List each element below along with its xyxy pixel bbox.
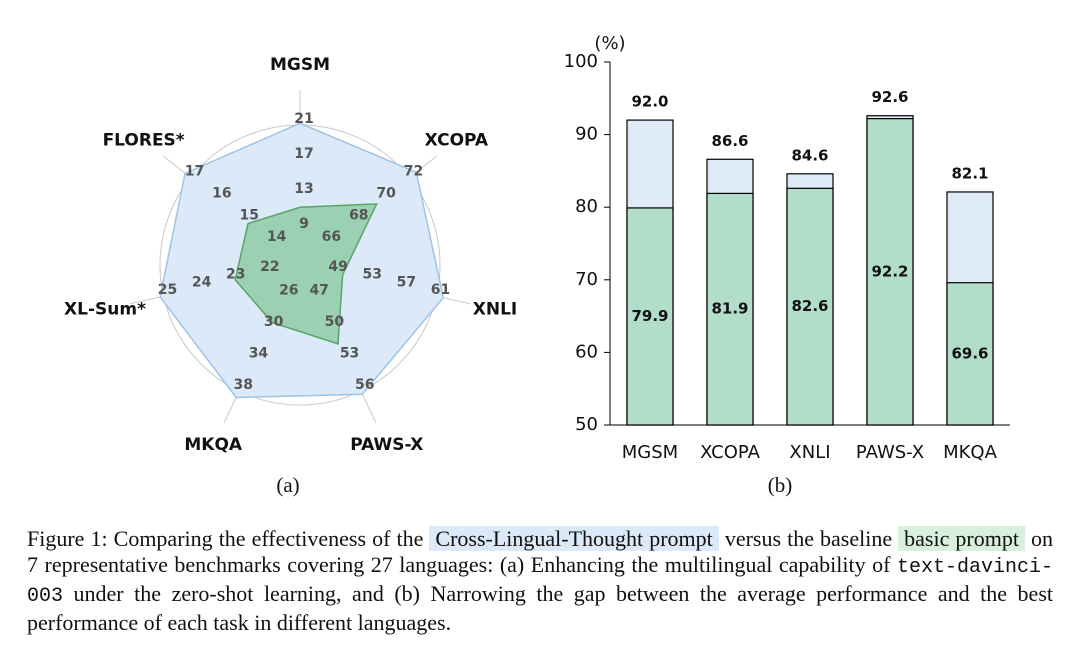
x-tick-label: PAWS-X <box>856 442 924 463</box>
radar-tick-label: 53 <box>340 346 359 362</box>
x-tick-label: MGSM <box>622 442 678 463</box>
axis-label: XCOPA <box>425 130 489 150</box>
radar-tick-label: 24 <box>192 274 212 290</box>
radar-tick-label: 38 <box>234 377 253 393</box>
caption-highlight: basic prompt <box>898 526 1025 551</box>
radar-tick-label: 16 <box>212 186 231 202</box>
value-label: 81.9 <box>711 300 748 318</box>
caption-text: Figure 1: Comparing the effectiveness of… <box>27 526 430 551</box>
y-tick-label: 60 <box>575 341 598 362</box>
bar <box>706 192 754 426</box>
value-label: 92.6 <box>871 88 908 106</box>
panel-label: (a) <box>276 473 299 497</box>
y-tick-label: 100 <box>564 51 598 72</box>
radar-tick-label: 53 <box>363 267 382 283</box>
radar-tick-label: 56 <box>355 377 374 393</box>
radar-tick-label: 25 <box>158 282 177 298</box>
axis-label: FLORES* <box>103 130 185 150</box>
radar-tick-label: 21 <box>294 111 313 127</box>
radar-tick-label: 17 <box>185 164 204 180</box>
y-tick-label: 80 <box>575 196 598 217</box>
caption-code: text-davinci-003 <box>27 556 1053 608</box>
y-tick-label: 50 <box>575 414 598 435</box>
radar-tick-label: 47 <box>309 283 328 299</box>
value-label: 84.6 <box>791 146 828 164</box>
radar-tick-label: 34 <box>249 346 269 362</box>
radar-tick-label: 66 <box>322 229 341 245</box>
radar-tick-label: 14 <box>267 229 287 245</box>
caption-text: under the zero-shot learning, and (b) Na… <box>27 581 1053 635</box>
caption-highlight: Cross-Lingual-Thought prompt <box>429 526 719 551</box>
axis-label: XNLI <box>473 300 518 320</box>
value-label: 82.1 <box>951 164 988 182</box>
radar-tick-label: 61 <box>431 282 450 298</box>
axis-label: PAWS-X <box>350 435 423 455</box>
radar-tick-label: 26 <box>279 283 298 299</box>
bar <box>626 207 674 426</box>
radar-tick-label: 23 <box>226 267 245 283</box>
figure: (a) (b) (%) 9 13 17 21 66 68 70 72 49 53 57 61 47 50 5… <box>64 33 1010 497</box>
bar <box>866 118 914 426</box>
value-label: 86.6 <box>711 132 748 150</box>
radar-tick-label: 50 <box>325 314 345 330</box>
x-tick-label: XCOPA <box>700 442 760 463</box>
radar-tick-label: 72 <box>404 164 423 180</box>
panel-label: (b) <box>768 473 793 497</box>
axis-label: MGSM <box>270 55 330 75</box>
bar <box>786 187 834 426</box>
x-tick-label: MKQA <box>943 442 998 463</box>
y-tick-label: 70 <box>575 269 598 290</box>
axis-label: XL-Sum* <box>64 300 146 320</box>
value-label: 79.9 <box>631 307 668 325</box>
radar-tick-label: 57 <box>397 274 416 290</box>
radar-tick-label: 49 <box>328 259 347 275</box>
caption: Figure 1: Comparing the effectiveness of… <box>27 526 1053 636</box>
radar-tick-label: 22 <box>260 259 279 275</box>
radar-tick-label: 30 <box>264 314 284 330</box>
radar-tick-label: 9 <box>299 216 309 232</box>
radar-area <box>234 203 378 345</box>
bar <box>946 282 994 426</box>
x-tick-label: XNLI <box>789 442 830 463</box>
value-label: 82.6 <box>791 297 828 315</box>
radar-tick-label: 15 <box>240 207 259 223</box>
y-unit: (%) <box>594 33 625 54</box>
y-tick-label: 90 <box>575 124 598 145</box>
value-label: 69.6 <box>951 344 988 362</box>
radar-tick-label: 13 <box>294 181 313 197</box>
radar-tick-label: 68 <box>349 207 368 223</box>
caption-text: on 7 representative benchmarks covering … <box>27 526 1054 577</box>
value-label: 92.0 <box>631 93 668 111</box>
axis-label: MKQA <box>184 435 243 455</box>
radar-tick-label: 17 <box>294 146 313 162</box>
caption-text: versus the baseline <box>718 526 899 551</box>
value-label: 92.2 <box>871 262 908 280</box>
radar-tick-label: 70 <box>376 186 396 202</box>
